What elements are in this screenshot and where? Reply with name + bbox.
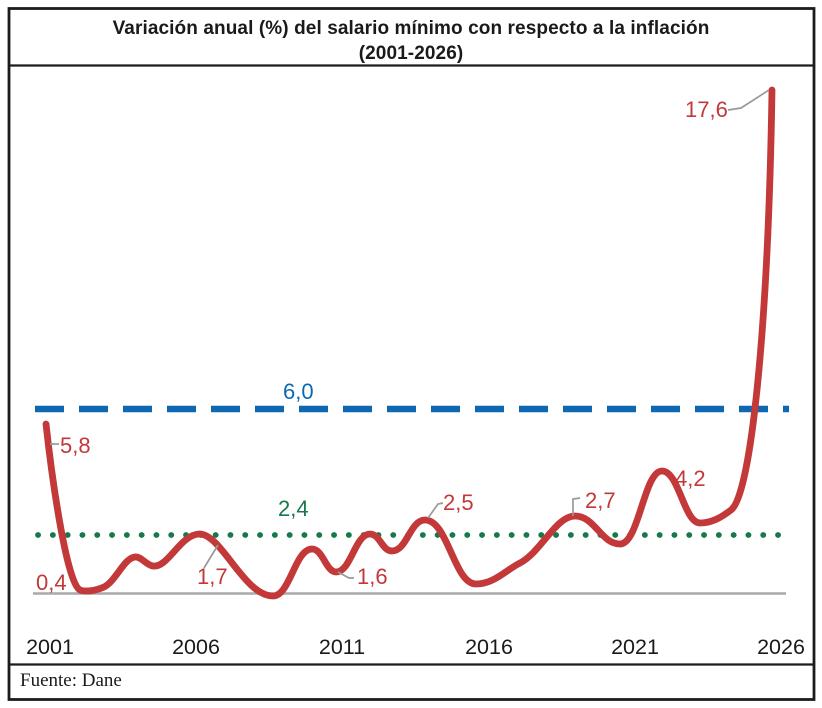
point-label-2014: 2,5: [443, 490, 474, 515]
x-tick-2011: 2011: [319, 635, 365, 659]
point-label-2006: 1,7: [197, 564, 228, 589]
chart-title-line-1: Variación anual (%) del salario mínimo c…: [112, 18, 710, 39]
outer-frame-border: [7, 7, 816, 701]
chart-title-line-2: (2001-2026): [358, 43, 464, 64]
reference-label-2-4: 2,4: [278, 496, 309, 521]
callout-line-1-7: [203, 544, 219, 569]
point-label-2011: 1,6: [357, 564, 388, 589]
source-note: Fuente: Dane: [20, 670, 122, 691]
point-label-2022: 4,2: [675, 466, 706, 491]
reference-label-6-0: 6,0: [283, 379, 314, 404]
point-label-2019: 2,7: [585, 488, 616, 513]
x-tick-2016: 2016: [465, 635, 513, 659]
callout-line-1-6: [337, 571, 354, 579]
x-tick-2001: 2001: [26, 635, 74, 659]
series-line-salario-minimo: [42, 86, 776, 600]
x-tick-2021: 2021: [611, 635, 659, 659]
chart-title: Variación anual (%) del salario mínimo c…: [12, 16, 810, 66]
callout-line-2-7: [572, 497, 581, 516]
callout-line-2-5: [427, 502, 444, 519]
x-tick-2026: 2026: [757, 635, 805, 659]
point-label-2002: 0,4: [36, 570, 67, 595]
x-tick-2006: 2006: [172, 635, 220, 659]
callout-line-17-6: [727, 89, 770, 111]
point-label-2001: 5,8: [60, 433, 91, 458]
point-label-2026: 17,6: [685, 97, 728, 122]
